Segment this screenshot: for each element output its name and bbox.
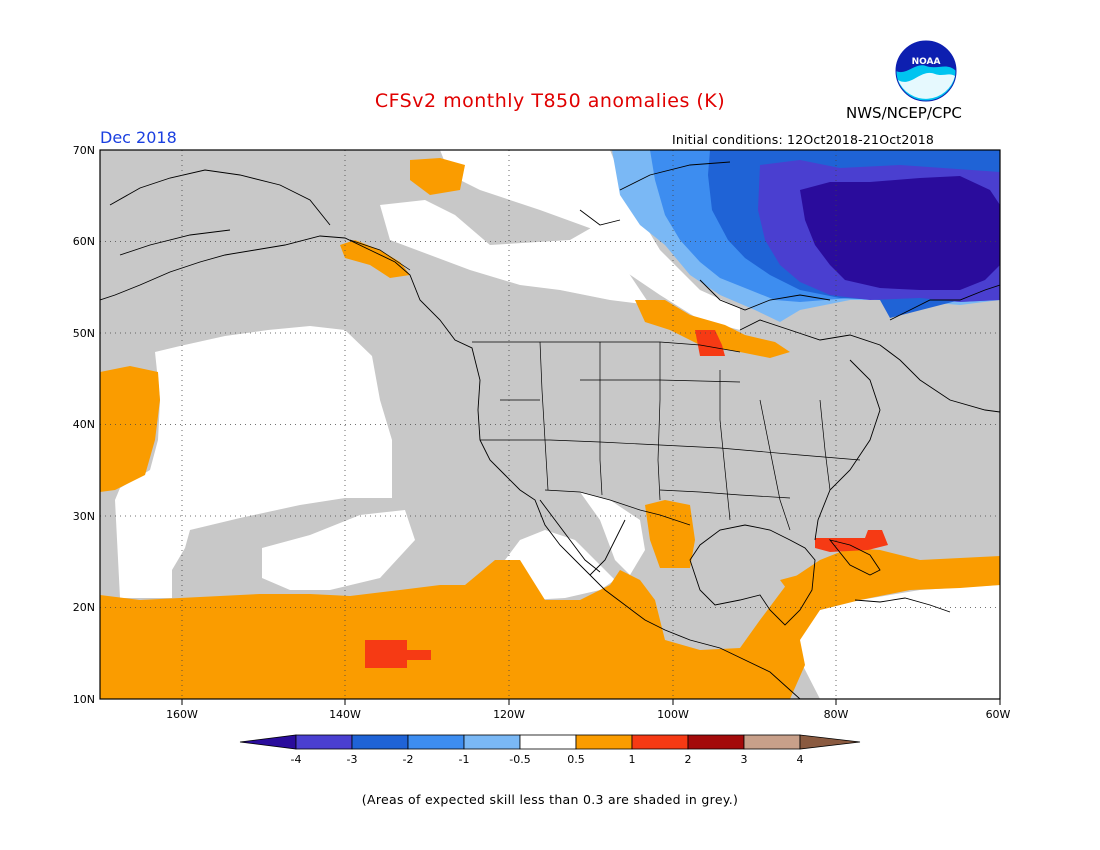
colorbar-label: 2: [685, 753, 692, 766]
colorbar-label: 3: [741, 753, 748, 766]
lon-label-140w: 140W: [329, 708, 361, 721]
colorbar-label: 4: [797, 753, 804, 766]
colorbar-cell-above-4: [799, 734, 861, 750]
colorbar-cell-minus2-minus1: [407, 734, 465, 750]
lon-label-80w: 80W: [824, 708, 849, 721]
skill-footnote: (Areas of expected skill less than 0.3 a…: [361, 792, 739, 807]
lat-label-10n: 10N: [73, 693, 95, 706]
colorbar-label: 0.5: [567, 753, 585, 766]
graticule: [100, 150, 1000, 699]
lon-label-60w: 60W: [986, 708, 1011, 721]
lon-label-120w: 120W: [493, 708, 525, 721]
noaa-logo-text: NOAA: [912, 57, 941, 67]
initial-conditions-label: Initial conditions: 12Oct2018-21Oct2018: [672, 132, 935, 147]
forecast-month-label: Dec 2018: [100, 128, 177, 147]
noaa-logo: NOAA: [895, 40, 957, 102]
colorbar-label: -2: [403, 753, 414, 766]
lat-label-50n: 50N: [73, 327, 95, 340]
colorbar-cell-minus4-minus3: [295, 734, 353, 750]
map-title: CFSv2 monthly T850 anomalies (K): [374, 90, 726, 112]
colorbar-cell-3-4: [743, 734, 801, 750]
colorbar-cell-1-2: [631, 734, 689, 750]
lat-label-20n: 20N: [73, 601, 95, 614]
lat-label-30n: 30N: [73, 510, 95, 523]
colorbar-label: -0.5: [509, 753, 530, 766]
lon-label-160w: 160W: [166, 708, 198, 721]
lat-label-60n: 60N: [73, 235, 95, 248]
colorbar-cell-2-3: [687, 734, 745, 750]
colorbar-cell-05-1: [575, 734, 633, 750]
lat-label-70n: 70N: [73, 144, 95, 157]
colorbar-label: -4: [291, 753, 302, 766]
colorbar-cell-neutral: [519, 734, 577, 750]
agency-label: NWS/NCEP/CPC: [846, 104, 962, 122]
map-frame: [99, 149, 1001, 700]
colorbar-label: -3: [347, 753, 358, 766]
lat-label-40n: 40N: [73, 418, 95, 431]
colorbar-cell-below-minus4: [239, 734, 297, 750]
longitude-labels: 160W 140W 120W 100W 80W 60W: [166, 708, 1010, 721]
lon-label-100w: 100W: [657, 708, 689, 721]
political-borders: [349, 239, 861, 531]
colorbar-label: 1: [629, 753, 636, 766]
colorbar-cell-minus1-minus05: [463, 734, 521, 750]
colorbar-labels: -4 -3 -2 -1 -0.5 0.5 1 2 3 4: [291, 753, 804, 766]
coastlines: [100, 161, 1000, 699]
colorbar-label: -1: [459, 753, 470, 766]
latitude-labels: 70N 60N 50N 40N 30N 20N 10N: [73, 144, 95, 706]
colorbar: [239, 734, 861, 750]
colorbar-cell-minus3-minus2: [351, 734, 409, 750]
